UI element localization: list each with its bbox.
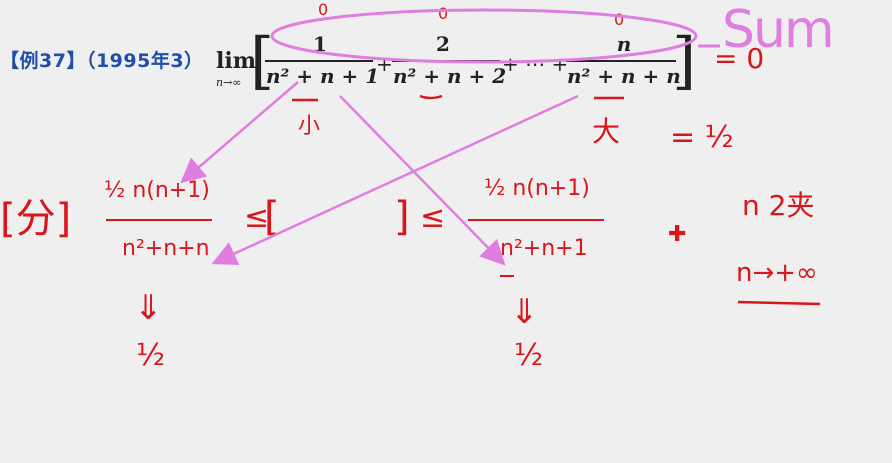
right-bound-numerator: ½ n(n+1) — [484, 176, 590, 201]
sum-annotation: Sum — [722, 0, 835, 60]
left-bound-denominator: n²+n+n — [122, 236, 210, 261]
limit-operator: lim — [216, 48, 256, 74]
limit-subscript: n→∞ — [216, 76, 242, 89]
term-3-denominator: n² + n + n — [567, 64, 681, 88]
term-3-numerator: n — [616, 32, 632, 56]
n-to-infinity-note: n→+∞ — [736, 258, 818, 288]
squeeze-note: n 2夹 — [742, 189, 815, 222]
term-2-fraction-bar — [392, 60, 500, 62]
left-bound-numerator: ½ n(n+1) — [104, 178, 210, 203]
equals-half-note: = ½ — [670, 120, 734, 155]
left-bound-fraction-bar — [106, 219, 212, 221]
zero-mark-2: 0 — [438, 4, 449, 23]
right-limit-arrow: ⇓ — [510, 292, 539, 332]
big-label: 大 — [592, 115, 621, 148]
bracket-label: [分] — [0, 196, 72, 242]
left-limit-value: ½ — [136, 338, 166, 373]
example-tag: 【例37】（1995年3） — [0, 50, 204, 72]
middle-close-bracket: ] — [394, 194, 410, 240]
arrow-term1-to-left-num — [180, 81, 299, 184]
small-label: 小 — [298, 114, 321, 139]
term-1-numerator: 1 — [313, 32, 327, 56]
bullet-dot: ✚ — [668, 222, 687, 247]
right-limit-value: ½ — [514, 338, 544, 373]
zero-mark-3: 0 — [614, 10, 625, 29]
term-1-fraction-bar — [265, 60, 373, 62]
term-3-fraction-bar — [566, 60, 676, 62]
plus-sign: + — [376, 52, 393, 76]
right-bound-fraction-bar — [468, 219, 604, 221]
zero-mark-1: 0 — [318, 0, 329, 19]
ellipsis-plus: + ⋯ + — [502, 52, 569, 76]
leq-right: ≤ — [420, 200, 446, 235]
arrow-term1-to-right-den — [339, 95, 506, 266]
right-bound-denominator: n²+n+1 — [500, 236, 588, 261]
term-1-denominator: n² + n + 1 — [266, 64, 380, 88]
middle-open-bracket: [ — [264, 194, 280, 240]
left-limit-arrow: ⇓ — [134, 288, 163, 328]
term-2-denominator: n² + n + 2 — [393, 64, 507, 88]
equals-zero-note: = 0 — [714, 42, 765, 75]
term-2-numerator: 2 — [436, 32, 450, 56]
